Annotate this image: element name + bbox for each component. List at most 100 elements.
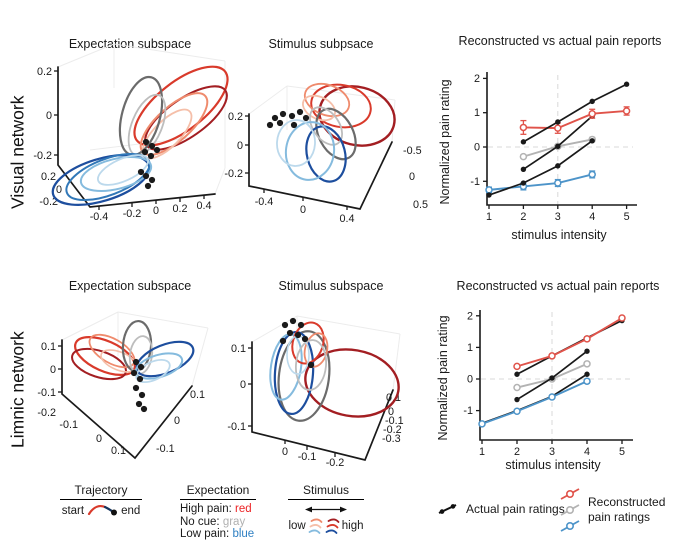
svg-text:1: 1 [486,211,492,223]
reconstructed-vs-actual-chart-limnic: Reconstructed vs actual pain reports Nor… [436,279,660,472]
svg-text:3: 3 [555,211,561,223]
svg-text:0.1: 0.1 [190,389,205,401]
svg-text:1: 1 [479,446,485,458]
svg-text:3: 3 [549,446,555,458]
actual-ratings-icon [438,504,457,514]
legend-trajectory: Trajectory start end [60,483,142,518]
svg-text:1: 1 [474,107,480,119]
svg-text:0.4: 0.4 [196,200,211,212]
double-arrow-icon [305,506,347,513]
panel-title: Expectation subspace [69,37,191,51]
svg-text:0: 0 [174,415,180,427]
y-axis-label: Normalized pain rating [438,79,452,204]
svg-text:0: 0 [46,110,52,122]
svg-text:0: 0 [467,374,473,386]
legend-no-cue: No cue: gray [180,515,246,528]
svg-text:-0.1: -0.1 [385,415,404,427]
legend-expectation-title: Expectation [186,483,250,497]
svg-text:-0.2: -0.2 [123,208,142,220]
svg-text:-0.3: -0.3 [382,433,401,445]
svg-text:-0.1: -0.1 [59,419,78,431]
svg-text:-0.4: -0.4 [255,196,274,208]
svg-text:-0.1: -0.1 [37,387,56,399]
svg-text:2: 2 [520,211,526,223]
svg-text:-0.2: -0.2 [37,407,56,419]
y-axis-label: Normalized pain rating [436,315,450,440]
legend-high-label: high [341,520,364,532]
svg-text:-0.5: -0.5 [403,145,422,157]
panel-title: Stimulus subspace [279,279,384,293]
legend-divider [60,499,142,500]
reconstructed-ratings-icon [560,488,580,532]
expectation-subspace-plot-visual: Expectation subspace 0.20-0.20.20-0.2-0.… [33,37,229,223]
svg-text:0: 0 [409,171,415,183]
expectation-subspace-plot-limnic: Expectation subspace 0.10-0.1-0.2-0.100.… [37,279,209,460]
stimulus-subspace-plot-visual: Stimulus subpsace 0.2 0 -0.2 -0.4 0 0.4 -0.5 0 0… [224,37,428,225]
legend-actual-ratings: Actual pain ratings [436,501,565,516]
legend-stimulus: Stimulus low high [288,483,364,535]
svg-text:5: 5 [619,446,625,458]
legend-trajectory-title: Trajectory [74,483,128,497]
legend-expectation: Expectation High pain: red No cue: gray … [180,483,256,541]
svg-text:-0.2: -0.2 [326,457,345,469]
reconstructed-vs-actual-chart-visual: Reconstructed vs actual pain reports Nor… [438,34,662,242]
svg-text:-1: -1 [470,176,480,188]
svg-text:-0.2: -0.2 [39,196,58,208]
svg-text:0: 0 [282,446,288,458]
svg-text:1: 1 [467,342,473,354]
svg-text:0: 0 [240,379,246,391]
chart-title: Reconstructed vs actual pain reports [459,34,662,48]
svg-text:2: 2 [514,446,520,458]
svg-text:-0.1: -0.1 [156,443,175,455]
row-label-visual-network: Visual network [7,95,28,209]
svg-text:0: 0 [237,140,243,152]
chart-title: Reconstructed vs actual pain reports [457,279,660,293]
legend-low-label: low [288,520,306,532]
svg-text:-0.2: -0.2 [383,424,402,436]
svg-text:0.2: 0.2 [41,171,56,183]
svg-text:-0.2: -0.2 [224,168,243,180]
panel-title: Stimulus subpsace [269,37,374,51]
legend-divider [180,499,256,500]
svg-text:0.2: 0.2 [172,203,187,215]
svg-text:0: 0 [56,184,62,196]
panel-title: Expectation subspace [69,279,191,293]
svg-text:5: 5 [624,211,630,223]
svg-text:0: 0 [153,205,159,217]
svg-text:-0.4: -0.4 [90,211,109,223]
legend-end-label: end [121,504,141,517]
svg-text:0.2: 0.2 [228,111,243,123]
trajectory-curve-icon [87,505,118,516]
svg-text:2: 2 [467,310,473,322]
legend-reconstructed-line2: pain ratings [588,510,651,524]
svg-text:0.1: 0.1 [111,445,126,457]
svg-text:0.1: 0.1 [231,343,246,355]
svg-text:0.4: 0.4 [339,213,354,225]
legend-divider [288,499,364,500]
legend-stimulus-title: Stimulus [302,483,349,497]
x-axis-label: stimulus intensity [511,228,607,242]
svg-text:4: 4 [589,211,595,223]
svg-text:-0.1: -0.1 [227,421,246,433]
svg-text:0: 0 [388,406,394,418]
legend-low-pain: Low pain: blue [180,528,255,541]
svg-text:-0.1: -0.1 [298,451,317,463]
legend-high-pain: High pain: red [180,503,252,515]
svg-text:2: 2 [474,73,480,85]
svg-text:0.1: 0.1 [41,341,56,353]
stimulus-subspace-plot-limnic: Stimulus subspace 0.10-0.10 -0.1 -0.20.10-… [227,279,404,469]
legend-reconstructed-line1: Reconstructed [588,495,666,509]
x-axis-label: stimulus intensity [505,458,601,472]
low-stimulus-waves-icon [308,518,323,534]
row-label-limnic-network: Limnic network [7,331,28,449]
svg-text:0: 0 [300,204,306,216]
svg-text:0.2: 0.2 [37,66,52,78]
high-stimulus-waves-icon [325,518,340,534]
svg-text:0.5: 0.5 [413,199,428,211]
svg-text:-1: -1 [463,405,473,417]
legend-start-label: start [61,504,85,517]
svg-text:4: 4 [584,446,590,458]
svg-text:0: 0 [474,142,480,154]
legend-reconstructed-ratings: Reconstructed pain ratings [558,486,665,534]
